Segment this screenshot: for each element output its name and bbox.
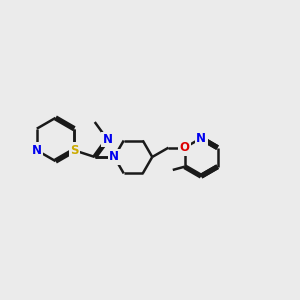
Text: N: N: [109, 151, 119, 164]
Text: S: S: [70, 144, 79, 157]
Text: O: O: [180, 141, 190, 154]
Text: N: N: [109, 151, 119, 164]
Text: N: N: [196, 132, 206, 145]
Text: N: N: [102, 133, 112, 146]
Text: N: N: [32, 144, 42, 157]
